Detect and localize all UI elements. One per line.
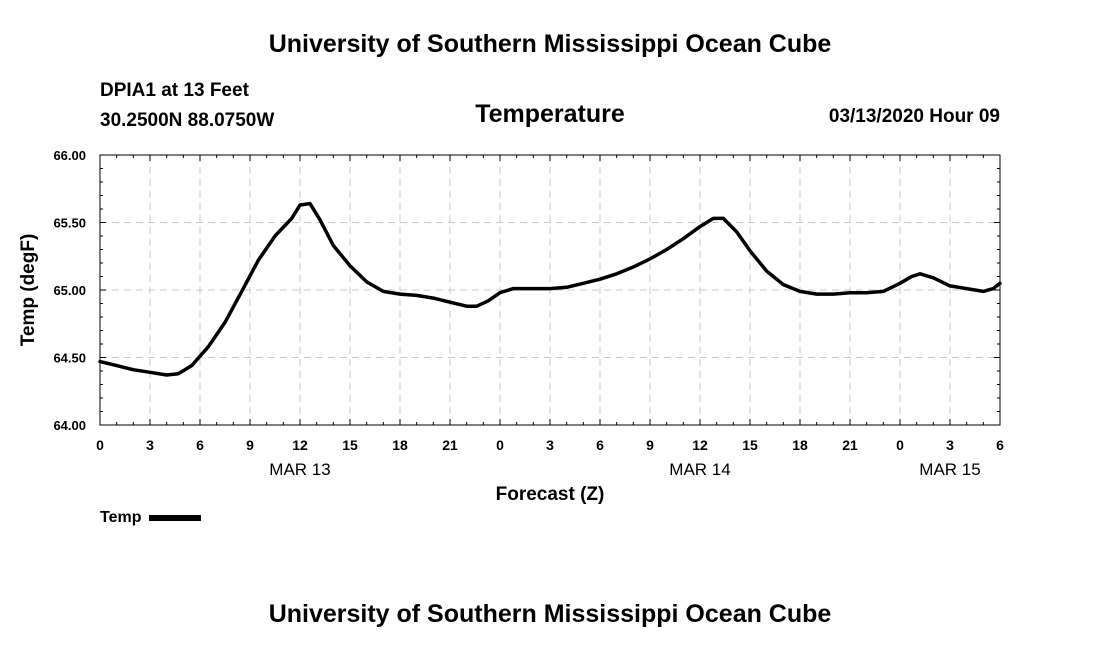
x-tick-label: 0 [896,437,904,453]
station-coordinates: 30.2500N 88.0750W [100,110,275,131]
station-name: DPIA1 at 13 Feet [100,80,249,101]
y-axis-label: Temp (degF) [18,234,39,347]
y-tick-label: 66.00 [53,148,86,163]
legend: Temp [100,509,202,527]
station-info: DPIA1 at 13 Feet 30.2500N 88.0750W [100,76,274,136]
series-line-temp [98,201,1002,377]
y-tick-label: 64.50 [53,351,86,366]
series-layer [98,201,1002,377]
x-tick-label: 21 [442,437,458,453]
x-tick-label: 3 [546,437,554,453]
x-tick-label: 9 [646,437,654,453]
x-tick-label: 6 [196,437,204,453]
x-tick-label: 15 [342,437,358,453]
y-tick-label: 65.50 [53,216,86,231]
axis-ticks [99,154,1001,426]
x-tick-label: 6 [596,437,604,453]
chart-title: Temperature [475,100,625,128]
x-tick-label: 3 [146,437,154,453]
x-tick-label: 0 [496,437,504,453]
legend-label: Temp [100,509,142,526]
footer-title: University of Southern Mississippi Ocean… [268,600,832,628]
x-tick-label: 18 [792,437,808,453]
x-tick-label: 18 [392,437,408,453]
y-tick-label: 64.00 [53,418,86,433]
x-tick-label: 6 [996,437,1004,453]
axis-tick-labels: 0 3 6 9 12 15 18 21 0 3 6 9 12 15 18 21 0 3 6 64.00 64.50 65.… [53,148,1004,479]
x-tick-label: 0 [96,437,104,453]
x-tick-label: 12 [292,437,308,453]
x-tick-label: 3 [946,437,954,453]
x-tick-label: 9 [246,437,254,453]
date-label: MAR 15 [919,460,980,479]
date-label: MAR 13 [269,460,330,479]
legend-line-swatch [149,515,202,521]
header-title: University of Southern Mississippi Ocean… [268,30,832,58]
y-tick-label: 65.00 [53,283,86,298]
x-tick-label: 12 [692,437,708,453]
x-tick-label: 21 [842,437,858,453]
date-label: MAR 14 [669,460,730,479]
x-tick-label: 15 [742,437,758,453]
x-axis-label: Forecast (Z) [496,484,605,505]
forecast-datetime: 03/13/2020 Hour 09 [828,106,1000,127]
